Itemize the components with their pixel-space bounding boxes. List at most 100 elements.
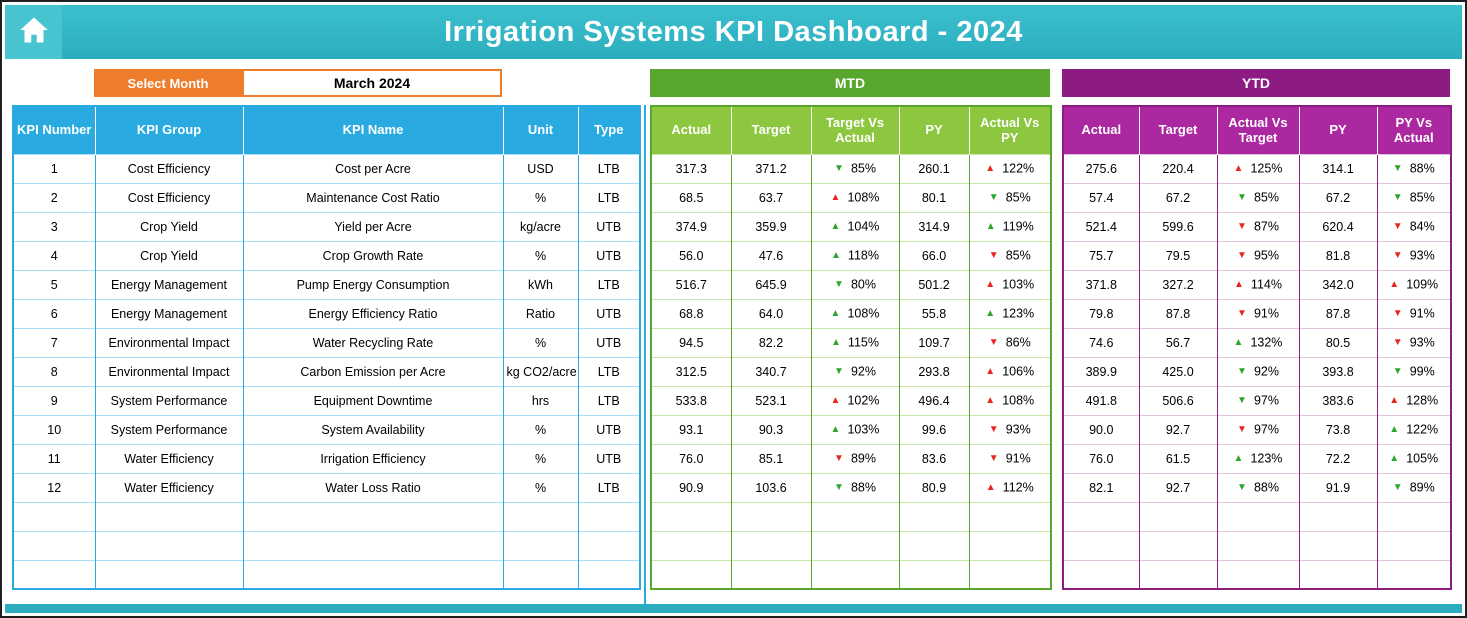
ytd-row: 79.8 87.8 ▼ 91% 87.8 ▼ 91%: [1063, 298, 1451, 328]
mtd-actual-cell: 317.3: [651, 153, 731, 183]
mtd-row: 93.1 90.3 ▲ 103% 99.6 ▼ 93%: [651, 414, 1051, 444]
ytd-row: 389.9 425.0 ▼ 92% 393.8 ▼ 99%: [1063, 356, 1451, 386]
trend-up-icon: ▲: [985, 395, 996, 407]
trend-down-icon: ▼: [1392, 192, 1403, 204]
trend-up-icon: ▲: [1389, 453, 1400, 465]
kpi-unit-cell: %: [502, 240, 578, 270]
select-month-button[interactable]: Select Month: [94, 69, 242, 97]
column-header: Actual Vs Target: [1216, 106, 1299, 154]
page-title: Irrigation Systems KPI Dashboard - 2024: [444, 15, 1023, 48]
kpi-unit-cell: kWh: [502, 269, 578, 299]
kpi-type-cell: UTB: [577, 240, 640, 270]
trend-up-icon: ▲: [1233, 337, 1244, 349]
trend-cell: ▲ 103%: [968, 269, 1051, 299]
ytd-target-cell: 220.4: [1138, 153, 1217, 183]
empty-cell: [1138, 530, 1217, 560]
kpi-group-cell: Energy Management: [94, 269, 243, 299]
empty-cell: [94, 559, 243, 589]
trend-down-icon: ▼: [1237, 308, 1247, 320]
trend-value: 102%: [847, 393, 880, 408]
empty-cell: [1063, 559, 1139, 589]
ytd-actual-cell: 82.1: [1063, 472, 1139, 502]
column-header: PY: [1298, 106, 1377, 154]
trend-value: 92%: [1253, 364, 1279, 379]
empty-cell: [810, 559, 899, 589]
ytd-row: 82.1 92.7 ▼ 88% 91.9 ▼ 89%: [1063, 472, 1451, 502]
mtd-row: 533.8 523.1 ▲ 102% 496.4 ▲ 108%: [651, 385, 1051, 415]
empty-cell: [730, 559, 811, 589]
mtd-table: Actual Target Target Vs Actual PY Actual Vs …: [650, 105, 1052, 590]
ytd-row: 57.4 67.2 ▼ 85% 67.2 ▼ 85%: [1063, 182, 1451, 212]
empty-cell: [730, 501, 811, 531]
kpi-unit-cell: %: [502, 414, 578, 444]
trend-value: 87%: [1253, 219, 1279, 234]
trend-cell: ▼ 93%: [1376, 240, 1451, 270]
trend-cell: ▼ 91%: [968, 443, 1051, 473]
kpi-number-cell: 3: [13, 211, 95, 241]
trend-value: 89%: [850, 451, 876, 466]
empty-cell: [1138, 559, 1217, 589]
kpi-row: 4 Crop Yield Crop Growth Rate% UTB: [13, 240, 640, 270]
trend-down-icon: ▼: [1392, 337, 1403, 349]
kpi-name-cell: Pump Energy Consumption: [242, 269, 503, 299]
mtd-row: 68.8 64.0 ▲ 108% 55.8 ▲ 123%: [651, 298, 1051, 328]
trend-value: 93%: [1005, 422, 1031, 437]
trend-down-icon: ▼: [1392, 250, 1403, 262]
trend-up-icon: ▲: [831, 250, 841, 262]
empty-cell: [1376, 530, 1451, 560]
kpi-unit-cell: kg/acre: [502, 211, 578, 241]
trend-down-icon: ▼: [988, 424, 999, 436]
trend-down-icon: ▼: [1237, 221, 1247, 233]
kpi-name-cell: Cost per Acre: [242, 153, 503, 183]
empty-cell: [1376, 559, 1451, 589]
ytd-table: Actual Target Actual Vs Target PY PY Vs Actu…: [1062, 105, 1452, 590]
trend-value: 106%: [1002, 364, 1035, 379]
kpi-name-cell: Water Loss Ratio: [242, 472, 503, 502]
trend-up-icon: ▲: [830, 192, 841, 204]
kpi-type-cell: LTB: [577, 182, 640, 212]
empty-cell: [730, 530, 811, 560]
empty-cell: [13, 530, 95, 560]
kpi-number-cell: 7: [13, 327, 95, 357]
ytd-target-cell: 425.0: [1138, 356, 1217, 386]
trend-cell: ▲ 104%: [810, 211, 899, 241]
trend-up-icon: ▲: [985, 366, 996, 378]
mtd-target-cell: 90.3: [730, 414, 811, 444]
empty-cell: [1376, 501, 1451, 531]
mtd-actual-cell: 533.8: [651, 385, 731, 415]
kpi-type-cell: UTB: [577, 211, 640, 241]
trend-cell: ▲ 108%: [968, 385, 1051, 415]
kpi-name-cell: Water Recycling Rate: [242, 327, 503, 357]
mtd-py-cell: 314.9: [898, 211, 969, 241]
mtd-py-cell: 80.9: [898, 472, 969, 502]
kpi-type-cell: LTB: [577, 269, 640, 299]
kpi-name-cell: Irrigation Efficiency: [242, 443, 503, 473]
trend-cell: ▲ 123%: [968, 298, 1051, 328]
home-button[interactable]: [5, 5, 62, 59]
trend-up-icon: ▲: [831, 337, 841, 349]
empty-cell: [577, 530, 640, 560]
trend-cell: ▼ 80%: [810, 269, 899, 299]
empty-cell: [242, 501, 503, 531]
trend-value: 99%: [1409, 364, 1435, 379]
trend-down-icon: ▼: [834, 482, 844, 494]
kpi-group-cell: Water Efficiency: [94, 472, 243, 502]
mtd-target-cell: 82.2: [730, 327, 811, 357]
trend-cell: ▲ 105%: [1376, 443, 1451, 473]
trend-up-icon: ▲: [830, 308, 841, 320]
ytd-row: 521.4 599.6 ▼ 87% 620.4 ▼ 84%: [1063, 211, 1451, 241]
kpi-row: 7 Environmental Impact Water Recycling Rat…: [13, 327, 640, 357]
title-bar: Irrigation Systems KPI Dashboard - 2024: [5, 5, 1462, 59]
trend-cell: ▲ 108%: [810, 182, 899, 212]
empty-row: [651, 559, 1051, 589]
mtd-py-cell: 99.6: [898, 414, 969, 444]
kpi-row: 6 Energy Management Energy Efficiency Rati…: [13, 298, 640, 328]
trend-up-icon: ▲: [1389, 395, 1400, 407]
selected-month-dropdown[interactable]: March 2024: [242, 69, 502, 97]
ytd-row: 275.6 220.4 ▲ 125% 314.1 ▼ 88%: [1063, 153, 1451, 183]
trend-cell: ▲ 125%: [1216, 153, 1299, 183]
trend-down-icon: ▼: [988, 250, 999, 262]
trend-cell: ▼ 89%: [810, 443, 899, 473]
trend-value: 103%: [1002, 277, 1035, 292]
trend-up-icon: ▲: [985, 279, 996, 291]
